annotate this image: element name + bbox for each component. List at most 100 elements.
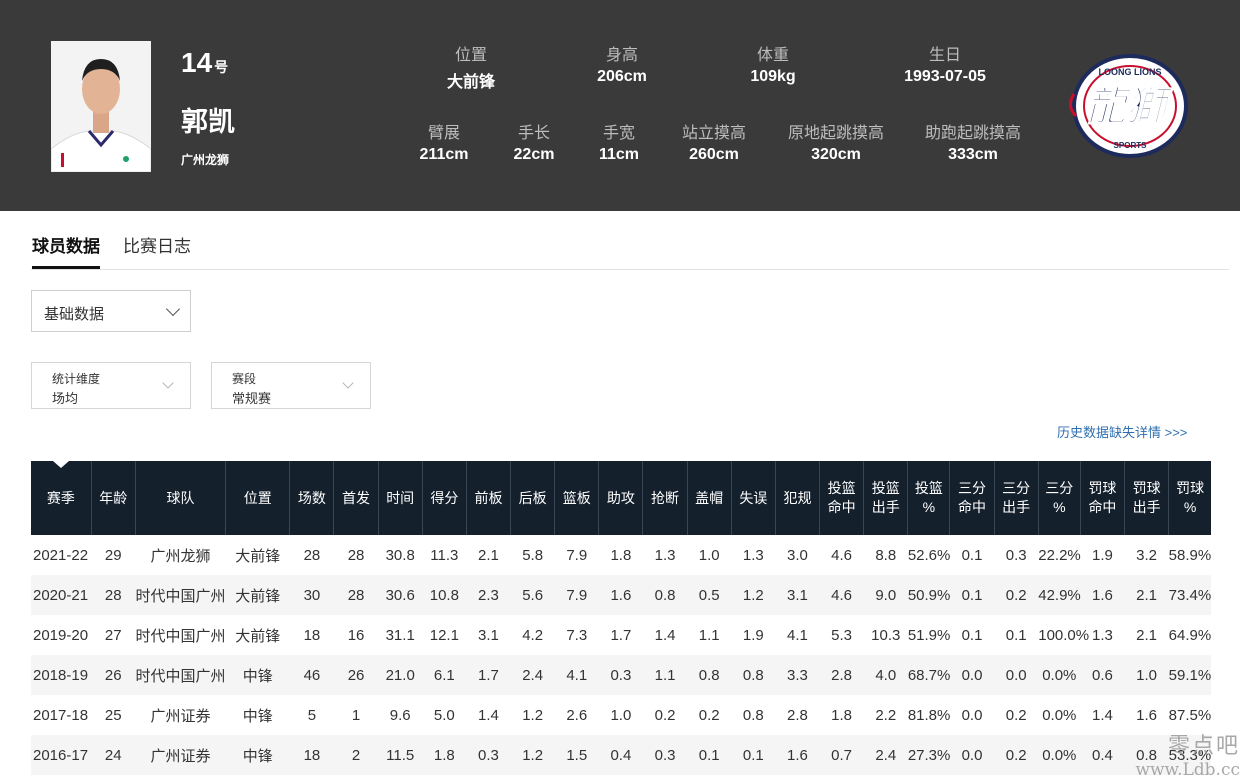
column-header[interactable]: 投篮 命中 (819, 461, 865, 535)
stats-table: 赛季 年龄 球队 位置 场数 首发 时间 得分 前板 后板 篮板 助攻 抢断 盖帽 失误 犯规 投篮 命中 投篮 出手… (31, 461, 1211, 775)
column-header[interactable]: 篮板 (554, 461, 600, 535)
column-header[interactable]: 抢断 (642, 461, 688, 535)
column-header[interactable]: 盖帽 (687, 461, 732, 535)
chevron-down-icon (162, 377, 174, 389)
table-cell: 30.8 (385, 546, 415, 564)
column-header[interactable]: 场数 (289, 461, 335, 535)
table-cell: 时代中国广州 (135, 655, 226, 695)
player-photo-image (51, 41, 151, 172)
column-header-text: 得分 (430, 489, 459, 506)
watermark-title: 零点吧 (1167, 734, 1240, 759)
column-header[interactable]: 后板 (510, 461, 556, 535)
column-header-text: 命中 (827, 499, 856, 515)
column-header[interactable]: 三分% (1038, 461, 1081, 535)
table-cell: 30 (289, 575, 334, 615)
column-header-text: 抢断 (651, 489, 680, 506)
table-row: 2017-18 25 广州证券 中锋 5 1 9.6 5.0 1.4 1.2 2.6 1.0 0.2 0.… (31, 695, 1211, 735)
table-cell: 0.8 (687, 655, 732, 695)
table-cell: 0.1 (949, 575, 995, 615)
column-header[interactable]: 三分 出手 (994, 461, 1039, 535)
column-header[interactable]: 罚球 命中 (1080, 461, 1126, 535)
table-cell: 27 (104, 626, 122, 644)
team-logo: LOONG LIONS 龍獅 SPORTS (1069, 54, 1188, 158)
stage-filter-label: 赛段 (232, 372, 257, 386)
column-header[interactable]: 投篮 出手 (863, 461, 909, 535)
table-cell: 中锋 (242, 707, 273, 725)
table-cell: 28 (333, 575, 379, 615)
column-header-text: 三分 (1002, 480, 1031, 496)
table-cell: 广州龙狮 (150, 547, 211, 565)
table-cell: 2.3 (466, 575, 511, 615)
column-header-text: 三分 (958, 480, 987, 496)
column-header[interactable]: 助攻 (598, 461, 644, 535)
column-header[interactable]: 失误 (731, 461, 776, 535)
table-cell: 0.1 (961, 546, 983, 564)
column-header-text: 篮板 (562, 489, 591, 506)
player-photo (51, 41, 151, 172)
bio-wingspan: 臂展 211cm (374, 123, 514, 164)
table-cell: 9.6 (389, 706, 411, 724)
column-header[interactable]: 首发 (333, 461, 379, 535)
table-cell: 时代中国广州 (135, 627, 226, 645)
season-cell: 2020-21 (31, 575, 92, 615)
table-cell: 1.6 (1136, 706, 1158, 724)
bio-hand-length: 手长 22cm (464, 123, 604, 164)
season-cell: 2016-17 (31, 735, 92, 775)
stage-filter[interactable]: 赛段 常规赛 (211, 362, 371, 409)
column-header[interactable]: 时间 (378, 461, 423, 535)
column-header-text: 失误 (739, 489, 768, 506)
column-header[interactable]: 犯规 (775, 461, 821, 535)
bio-label: 位置 (454, 47, 487, 64)
column-header[interactable]: 前板 (466, 461, 512, 535)
table-cell: 1.8 (610, 546, 632, 564)
stat-type-select-value: 基础数据 (44, 306, 105, 323)
table-cell: 28 (91, 575, 136, 615)
column-header[interactable]: 三分 命中 (949, 461, 995, 535)
column-header-text: 位置 (243, 489, 272, 506)
bio-value: 大前锋 (446, 74, 495, 91)
column-header[interactable]: 年龄 (91, 461, 136, 535)
table-cell: 7.9 (566, 546, 588, 564)
table-cell: 1.4 (1092, 706, 1113, 724)
table-cell: 2.1 (1136, 626, 1158, 644)
table-cell: 25 (104, 706, 122, 724)
column-header[interactable]: 赛季 (31, 461, 92, 535)
column-header[interactable]: 得分 (422, 461, 467, 535)
column-header-text: 犯规 (783, 489, 812, 506)
dimension-filter[interactable]: 统计维度 场均 (31, 362, 191, 409)
column-header[interactable]: 罚球 出手 (1124, 461, 1170, 535)
table-cell: 0.1 (687, 735, 732, 775)
column-header-text: 后板 (518, 489, 547, 506)
column-header[interactable]: 位置 (225, 461, 291, 535)
column-header-text: % (922, 499, 936, 515)
stat-type-select[interactable]: 基础数据 (31, 290, 191, 332)
bio-value: 206cm (597, 68, 647, 85)
column-header-text: 时间 (386, 489, 415, 506)
table-cell: 28 (303, 546, 321, 564)
tab-game-log[interactable]: 比赛日志 (123, 237, 191, 256)
table-cell: 0.0 (949, 735, 995, 775)
column-header[interactable]: 球队 (135, 461, 227, 535)
bio-position: 位置 大前锋 (401, 45, 541, 92)
table-cell: 1 (351, 706, 361, 724)
table-cell: 0.0% (1038, 655, 1081, 695)
history-data-link[interactable]: 历史数据缺失详情 >>> (1057, 425, 1188, 440)
table-cell: 4.2 (522, 626, 544, 644)
table-cell: 4.1 (787, 626, 808, 644)
table-cell: 26 (91, 655, 136, 695)
bio-label: 体重 (756, 47, 789, 64)
column-header-text: 年龄 (99, 489, 128, 506)
jersey-number-suffix: 号 (214, 59, 229, 75)
tab-player-stats[interactable]: 球员数据 (32, 232, 100, 269)
table-cell: 0.2 (698, 706, 720, 724)
table-cell: 0.3 (642, 735, 688, 775)
stage-filter-value: 常规赛 (232, 391, 272, 406)
table-cell: 16 (347, 626, 365, 644)
column-header[interactable]: 罚球% (1168, 461, 1211, 535)
table-cell: 6.1 (422, 655, 467, 695)
season-cell: 2019-20 (33, 626, 89, 644)
column-header[interactable]: 投篮% (907, 461, 951, 535)
table-cell: 7.3 (566, 626, 588, 644)
column-header-text: % (1183, 499, 1197, 515)
column-header-text: 出手 (1002, 499, 1031, 515)
